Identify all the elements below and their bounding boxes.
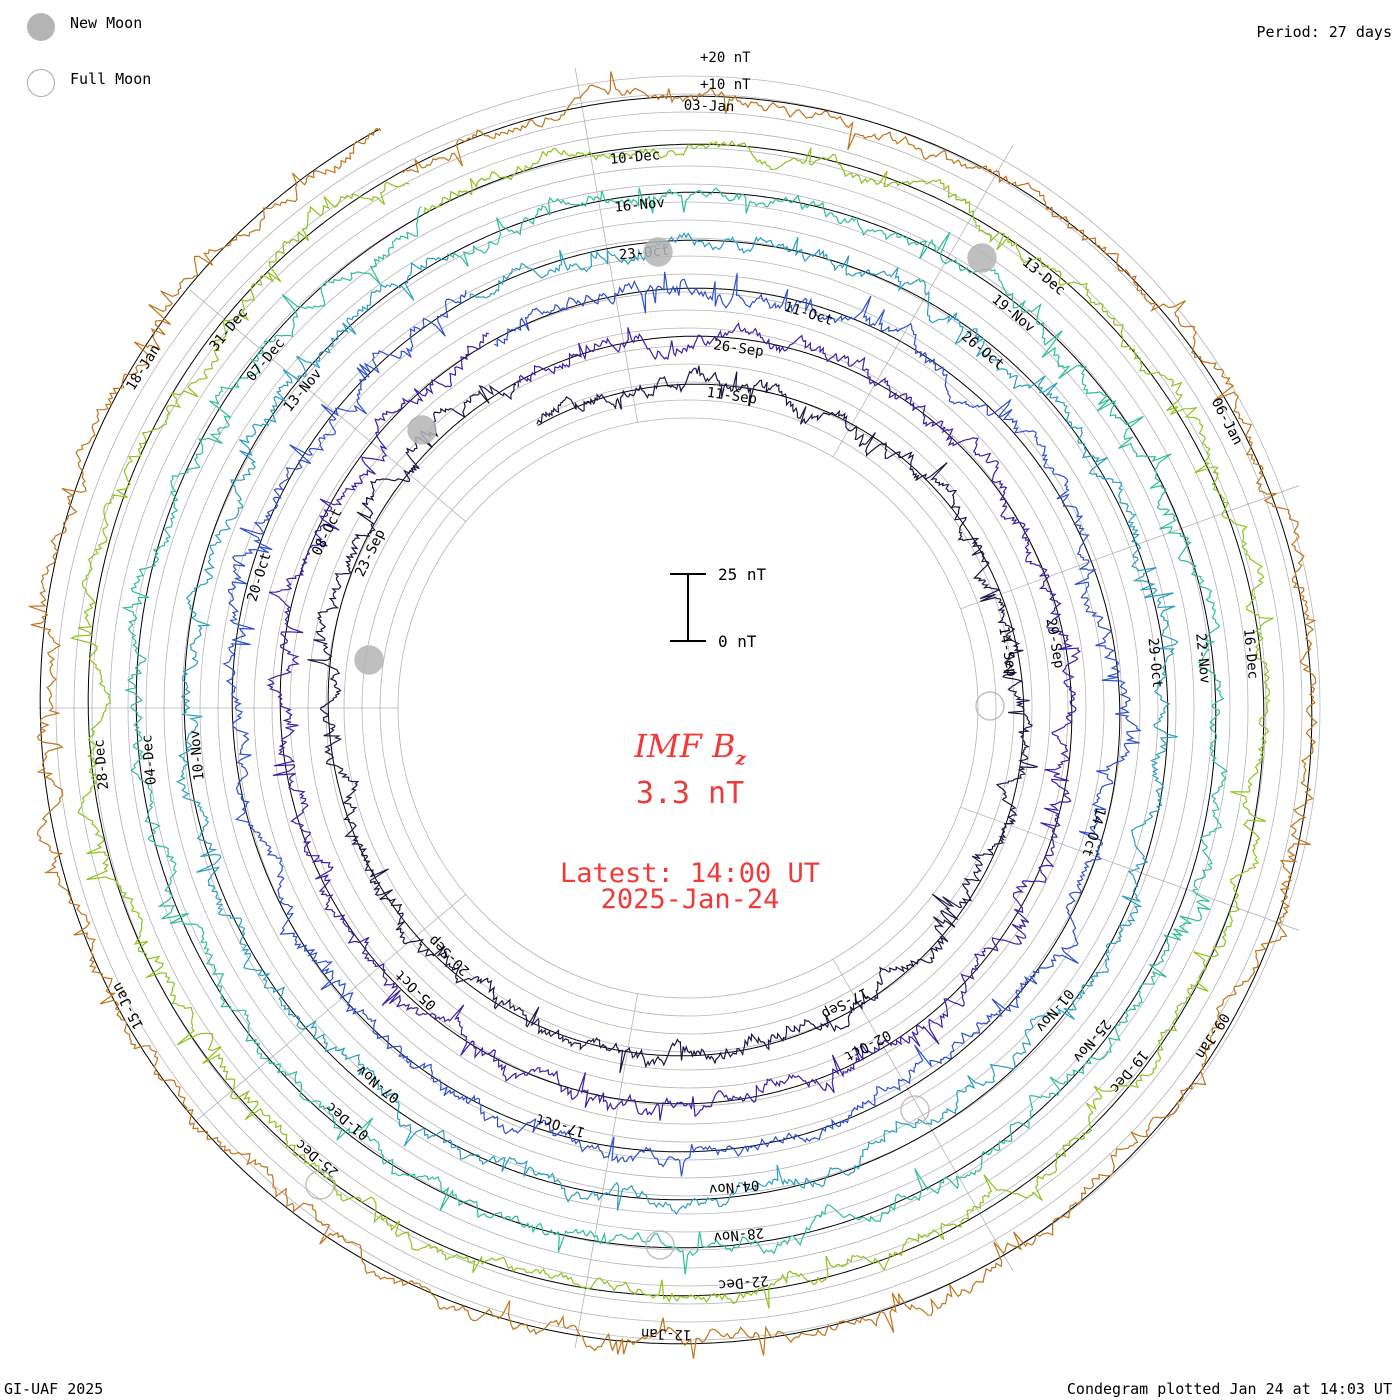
trace-3 — [222, 271, 1142, 1177]
data-traces — [28, 71, 1318, 1359]
date-label: 10-Dec — [609, 147, 661, 168]
date-label: 16-Dec — [1240, 628, 1261, 680]
date-label: 28-Nov — [713, 1224, 765, 1245]
date-label: 16-Nov — [614, 195, 666, 216]
latest-date: 2025-Jan-24 — [600, 884, 780, 915]
baseline-spiral — [231, 287, 1121, 1153]
trace-6 — [69, 140, 1276, 1309]
full-moon-marker — [975, 691, 1005, 721]
full-moon-legend-label: Full Moon — [70, 70, 152, 88]
date-label: 28-Dec — [91, 739, 112, 791]
trace-5 — [121, 187, 1229, 1275]
trace-4 — [176, 231, 1179, 1216]
trace-7 — [28, 71, 1318, 1359]
grid-spoke — [189, 289, 467, 522]
trace-2 — [266, 322, 1081, 1121]
date-label: 03-Jan — [683, 98, 734, 116]
date-label: 07-Nov — [354, 1062, 403, 1107]
date-label: 06-Jan — [1208, 396, 1246, 448]
date-label: 11-Sep — [706, 385, 758, 408]
baseline-spiral — [39, 95, 1313, 1345]
date-label: 29-Sep — [1042, 617, 1067, 670]
grid-circle — [379, 399, 997, 1017]
quantity-title: IMF Bz — [450, 727, 930, 769]
date-label: 22-Dec — [717, 1272, 769, 1293]
date-label: 10-Nov — [187, 729, 208, 781]
full-moon-icon — [27, 69, 55, 97]
date-label: 14-Sep — [995, 625, 1020, 678]
new-moon-marker — [643, 237, 673, 267]
baseline-spiral — [183, 239, 1169, 1201]
scale-bottom-label: 0 nT — [718, 632, 757, 651]
grid-spoke — [960, 485, 1299, 610]
quantity-subscript: z — [735, 748, 746, 770]
new-moon-icon — [27, 13, 55, 41]
scale-top-label: 25 nT — [718, 565, 767, 584]
scale-bar: 25 nT 0 nT — [670, 565, 767, 651]
grid-rings — [38, 67, 1321, 1349]
trace-1 — [307, 365, 1038, 1074]
full-moon-marker — [305, 1170, 335, 1200]
grid-circle — [325, 345, 1051, 1071]
ring-label-plus20: +20 nT — [700, 50, 751, 66]
grid-spoke — [832, 958, 1014, 1272]
latest-time: Latest: 14:00 UT — [559, 858, 821, 889]
date-label: 04-Nov — [708, 1176, 760, 1197]
moon-markers — [305, 237, 1005, 1260]
date-label: 26-Sep — [712, 337, 764, 360]
current-value: 3.3 nT — [635, 776, 745, 811]
grid-spoke — [189, 894, 467, 1127]
grid-spoke — [960, 806, 1299, 931]
new-moon-marker — [407, 415, 437, 445]
credit-label: GI-UAF 2025 — [4, 1380, 104, 1398]
date-label: 04-Dec — [139, 734, 160, 786]
grid-spoke — [574, 993, 639, 1349]
new-moon-legend-label: New Moon — [70, 14, 143, 32]
date-label: 31-Dec — [207, 305, 252, 354]
full-moon-marker — [645, 1230, 675, 1260]
date-label: 12-Jan — [641, 1325, 692, 1343]
baseline-spiral — [87, 143, 1265, 1297]
period-label: Period: 27 days — [1256, 23, 1392, 41]
baseline-spiral — [279, 335, 1073, 1105]
full-moon-marker — [900, 1095, 930, 1125]
new-moon-marker — [354, 645, 384, 675]
plotted-timestamp: Condegram plotted Jan 24 at 14:03 UT — [1066, 1380, 1392, 1398]
new-moon-marker — [967, 243, 997, 273]
date-label: 22-Nov — [1192, 632, 1213, 684]
date-label: 29-Oct — [1144, 637, 1165, 689]
quantity-name: IMF B — [634, 727, 736, 765]
ring-label-plus10: +10 nT — [700, 77, 751, 93]
grid-spoke — [832, 144, 1014, 458]
grid-spoke — [574, 67, 639, 423]
baseline-spiral — [327, 382, 1025, 1057]
